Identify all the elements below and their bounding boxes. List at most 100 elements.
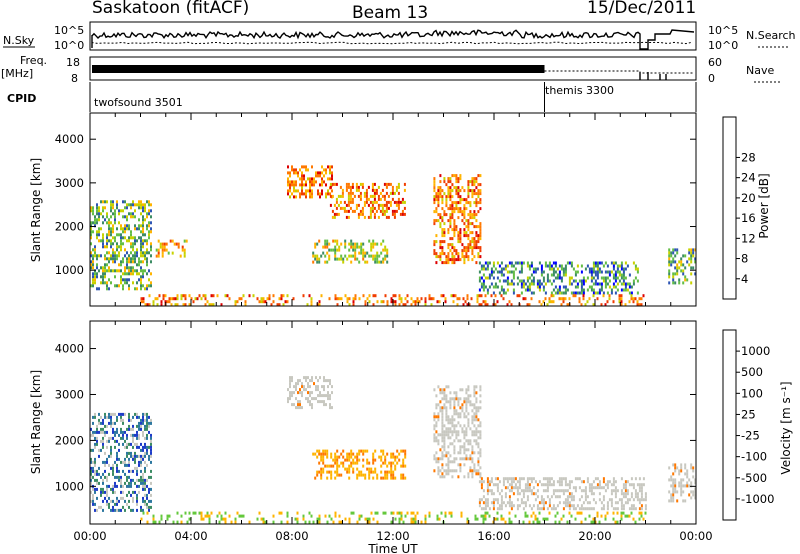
echo-cell bbox=[376, 242, 379, 246]
echo-cell bbox=[678, 281, 681, 285]
echo-cell bbox=[680, 269, 683, 273]
echo-cell bbox=[102, 436, 104, 440]
echo-cell bbox=[362, 458, 365, 462]
echo-cell bbox=[680, 466, 683, 470]
echo-cell bbox=[480, 285, 483, 289]
echo-cell bbox=[92, 209, 94, 213]
echo-cell bbox=[580, 504, 583, 508]
echo-cell bbox=[512, 291, 515, 295]
echo-cell bbox=[457, 255, 460, 259]
echo-cell bbox=[636, 291, 639, 295]
echo-cell bbox=[554, 514, 557, 518]
echo-cell bbox=[142, 233, 144, 237]
echo-cell bbox=[110, 436, 112, 440]
echo-cell bbox=[142, 272, 144, 276]
echo-cell bbox=[343, 200, 346, 204]
echo-cell bbox=[457, 451, 460, 455]
echo-cell bbox=[138, 263, 140, 267]
echo-cell bbox=[104, 475, 106, 479]
echo-cell bbox=[371, 185, 374, 189]
echo-cell bbox=[461, 219, 464, 223]
echo-cell bbox=[122, 430, 124, 434]
echo-cell bbox=[96, 439, 98, 443]
echo-cell bbox=[632, 517, 635, 521]
echo-cell bbox=[373, 215, 376, 219]
echo-cell bbox=[494, 267, 497, 271]
echo-cell bbox=[453, 186, 456, 190]
echo-cell bbox=[453, 231, 456, 235]
echo-cell bbox=[312, 251, 315, 255]
echo-cell bbox=[680, 257, 683, 261]
echo-cell bbox=[473, 255, 476, 259]
echo-cell bbox=[110, 508, 112, 512]
echo-cell bbox=[335, 212, 338, 216]
echo-cell bbox=[482, 517, 485, 521]
echo-cell bbox=[366, 461, 369, 465]
echo-cell bbox=[542, 285, 545, 289]
echo-cell bbox=[112, 200, 114, 204]
echo-cell bbox=[455, 228, 458, 232]
echo-cell bbox=[590, 486, 593, 490]
echo-cell bbox=[90, 469, 92, 473]
echo-cell bbox=[620, 273, 623, 277]
echo-cell bbox=[580, 520, 583, 524]
echo-cell bbox=[150, 418, 152, 422]
echo-cell bbox=[287, 397, 289, 401]
echo-cell bbox=[390, 511, 393, 515]
echo-cell bbox=[624, 489, 627, 493]
echo-cell bbox=[181, 248, 184, 252]
echo-cell bbox=[506, 282, 509, 286]
echo-cell bbox=[471, 216, 474, 220]
echo-cell bbox=[473, 439, 476, 443]
echo-cell bbox=[672, 481, 675, 485]
echo-cell bbox=[439, 475, 442, 479]
echo-cell bbox=[136, 248, 138, 252]
echo-cell bbox=[356, 461, 359, 465]
echo-cell bbox=[102, 221, 104, 225]
echo-cell bbox=[612, 285, 615, 289]
echo-cell bbox=[144, 454, 146, 458]
echo-cell bbox=[138, 427, 140, 431]
echo-cell bbox=[96, 478, 98, 482]
echo-cell bbox=[104, 281, 106, 285]
echo-cell bbox=[96, 221, 98, 225]
echo-cell bbox=[608, 273, 611, 277]
echo-cell bbox=[92, 263, 94, 267]
echo-cell bbox=[342, 449, 345, 453]
echo-cell bbox=[385, 182, 388, 186]
echo-cell bbox=[443, 448, 446, 452]
echo-cell bbox=[473, 463, 476, 467]
echo-cell bbox=[636, 303, 639, 307]
echo-cell bbox=[526, 477, 529, 481]
echo-cell bbox=[572, 279, 575, 283]
echo-cell bbox=[479, 448, 482, 452]
echo-cell bbox=[102, 472, 104, 476]
echo-cell bbox=[451, 213, 454, 217]
echo-cell bbox=[344, 254, 347, 258]
echo-cell bbox=[340, 473, 343, 477]
y-tick-label: 2000 bbox=[55, 433, 84, 447]
echo-cell bbox=[626, 264, 629, 268]
echo-cell bbox=[338, 297, 341, 301]
echo-cell bbox=[469, 201, 472, 205]
echo-cell bbox=[540, 495, 543, 499]
echo-cell bbox=[528, 477, 531, 481]
echo-cell bbox=[502, 279, 505, 283]
echo-cell bbox=[680, 484, 683, 488]
echo-cell bbox=[295, 195, 297, 199]
echo-cell bbox=[449, 406, 452, 410]
echo-cell bbox=[566, 498, 569, 502]
echo-cell bbox=[402, 464, 405, 468]
echo-cell bbox=[475, 219, 478, 223]
echo-cell bbox=[134, 257, 136, 261]
echo-cell bbox=[354, 251, 357, 255]
echo-cell bbox=[144, 257, 146, 261]
echo-cell bbox=[120, 239, 122, 243]
echo-cell bbox=[552, 504, 555, 508]
echo-cell bbox=[325, 394, 327, 398]
echo-cell bbox=[682, 269, 685, 273]
echo-cell bbox=[90, 266, 92, 270]
echo-cell bbox=[122, 230, 124, 234]
echo-cell bbox=[194, 297, 197, 301]
